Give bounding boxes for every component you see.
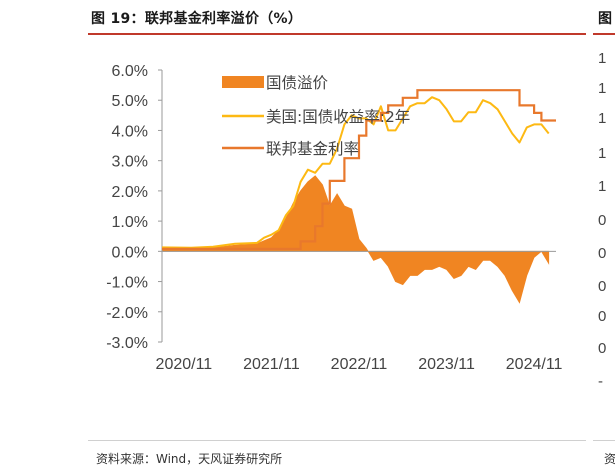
x-tick-label: 2021/11 — [243, 356, 300, 373]
adjacent-footer-divider — [593, 440, 615, 441]
series-2y-treasury-line — [161, 96, 550, 249]
y-tick-label: 0.0% — [112, 244, 148, 261]
legend-label-fedfunds: 联邦基金利率 — [266, 140, 359, 158]
x-tick-label: 2022/11 — [331, 356, 388, 373]
adjacent-tick-label: 1 — [598, 178, 607, 195]
adjacent-tick-label: 0 — [598, 278, 607, 295]
y-tick-label: -1.0% — [106, 275, 148, 292]
adjacent-tick-label: 1 — [598, 110, 607, 127]
adjacent-tick-label: 0 — [598, 308, 607, 325]
y-tick-label: 6.0% — [112, 63, 148, 80]
premium-area-layer — [161, 175, 550, 304]
series-lines — [161, 89, 556, 250]
series-fed-funds-step — [162, 89, 556, 250]
axes: 6.0% 5.0% 4.0% 3.0% 2.0% 1.0% 0.0% -1.0% -2.0% -3… — [106, 63, 562, 373]
adjacent-tick-label: - — [598, 373, 603, 390]
y-tick-label: 3.0% — [112, 154, 148, 171]
legend-swatch-premium — [222, 76, 264, 88]
adjacent-tick-label: 1 — [598, 50, 607, 67]
x-tick-label: 2023/11 — [418, 356, 475, 373]
y-tick-label: -2.0% — [106, 305, 148, 322]
adjacent-tick-label: 0 — [598, 340, 607, 357]
series-premium-area — [161, 175, 550, 304]
y-tick-label: -3.0% — [106, 335, 148, 352]
y-tick-label: 5.0% — [112, 93, 148, 110]
x-tick-label: 2020/11 — [156, 356, 213, 373]
adjacent-source-fragment: 资 — [604, 452, 615, 466]
adjacent-tick-label: 1 — [598, 145, 607, 162]
legend-label-premium: 国债溢价 — [266, 74, 329, 92]
adjacent-tick-label: 0 — [598, 245, 607, 262]
adjacent-chart-ticks: 1 1 1 1 1 0 0 0 0 0 - — [598, 0, 615, 476]
y-tick-label: 1.0% — [112, 214, 148, 231]
adjacent-tick-label: 0 — [598, 212, 607, 229]
footer-divider — [88, 440, 586, 441]
title-divider — [88, 33, 586, 35]
figure-title: 图 19：联邦基金利率溢价（%） — [91, 11, 303, 27]
adjacent-figure-title-fragment: 图 — [598, 11, 612, 27]
x-tick-label: 2024/11 — [506, 356, 563, 373]
y-tick-label: 2.0% — [112, 184, 148, 201]
adjacent-tick-label: 1 — [598, 80, 607, 97]
legend-label-treasury: 美国:国债收益率:2年 — [266, 108, 410, 126]
adjacent-title-divider — [593, 33, 615, 35]
y-tick-label: 4.0% — [112, 123, 148, 140]
source-note: 资料来源：Wind，天风证券研究所 — [96, 452, 283, 466]
